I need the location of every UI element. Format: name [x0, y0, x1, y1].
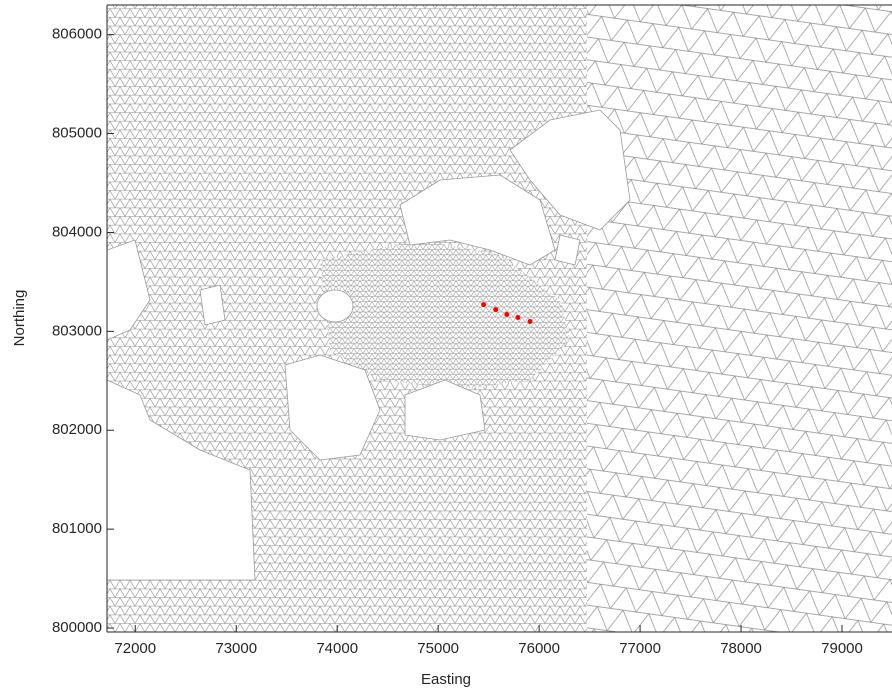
y-tick-label: 802000	[52, 421, 102, 438]
x-tick-label: 79000	[821, 640, 863, 657]
y-tick-label: 800000	[52, 619, 102, 636]
x-tick-label: 77000	[619, 640, 661, 657]
x-axis-label: Easting	[421, 671, 471, 688]
y-tick-label: 803000	[52, 322, 102, 339]
y-tick-label: 805000	[52, 125, 102, 142]
x-tick-label: 73000	[215, 640, 257, 657]
y-tick-label: 806000	[52, 26, 102, 43]
x-tick-label: 76000	[518, 640, 560, 657]
y-axis-label: Northing	[11, 290, 28, 347]
y-tick-label: 804000	[52, 223, 102, 240]
point	[493, 307, 498, 312]
point	[515, 315, 520, 320]
mesh	[107, 5, 892, 632]
x-tick-label: 78000	[720, 640, 762, 657]
chart: Easting Northing 72000 73000 74000 75000 760…	[0, 0, 892, 693]
x-tick-label: 72000	[114, 640, 156, 657]
point	[504, 312, 509, 317]
x-tick-label: 74000	[316, 640, 358, 657]
point	[528, 319, 533, 324]
x-tick-label: 75000	[417, 640, 459, 657]
point	[481, 302, 486, 307]
y-tick-label: 801000	[52, 520, 102, 537]
